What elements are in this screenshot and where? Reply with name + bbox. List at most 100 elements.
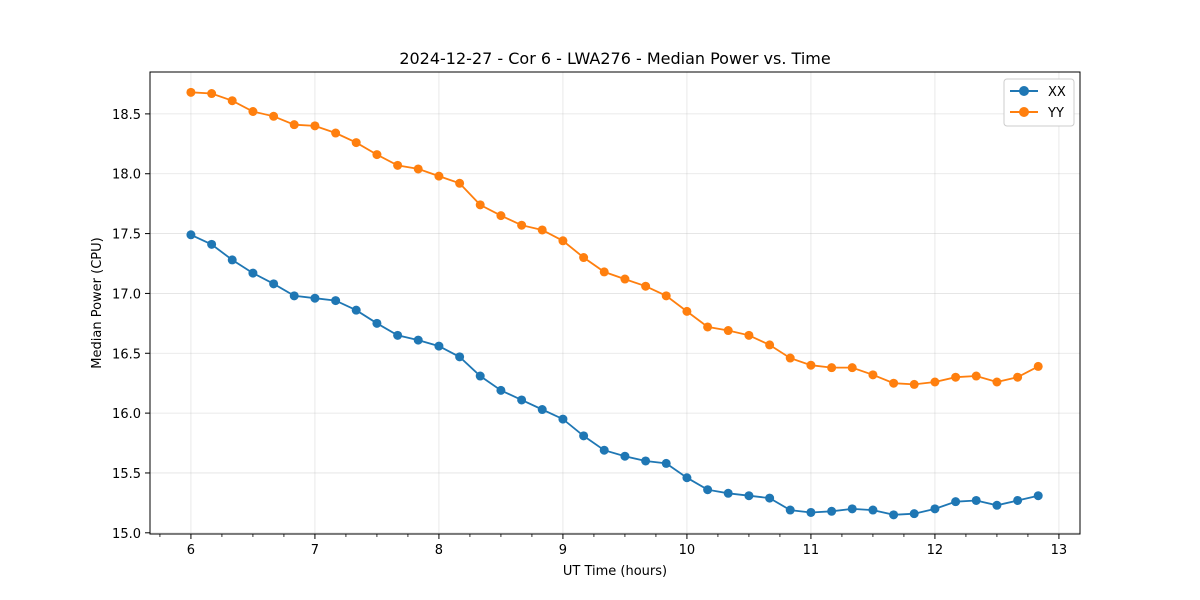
plot-frame: [149, 71, 1081, 535]
data-point-yy: [723, 326, 733, 336]
data-point-yy: [269, 111, 279, 121]
data-point-yy: [579, 253, 589, 263]
chart-title: 2024-12-27 - Cor 6 - LWA276 - Median Pow…: [399, 49, 830, 68]
legend-entry-xx: XX: [1010, 85, 1066, 100]
data-point-xx: [785, 505, 795, 515]
data-point-xx: [682, 473, 692, 483]
data-point-yy: [558, 236, 568, 246]
y-tick-label: 16.0: [112, 407, 141, 422]
y-tick-label: 18.0: [112, 168, 141, 183]
x-tick-label: 12: [927, 543, 944, 558]
data-point-xx: [434, 341, 444, 351]
data-point-yy: [517, 220, 527, 230]
data-point-xx: [310, 293, 320, 303]
data-point-yy: [868, 370, 878, 380]
data-point-yy: [455, 178, 465, 188]
y-tick-label: 17.0: [112, 287, 141, 302]
data-point-xx: [620, 451, 630, 461]
legend-label-yy: YY: [1047, 106, 1064, 121]
data-point-xx: [1013, 495, 1023, 505]
data-point-yy: [992, 377, 1002, 387]
data-point-yy: [289, 120, 299, 130]
data-point-yy: [475, 200, 485, 210]
data-point-yy: [331, 128, 341, 138]
data-point-yy: [227, 96, 237, 106]
data-point-yy: [620, 274, 630, 284]
data-point-yy: [806, 360, 816, 370]
legend: XX YY: [1003, 78, 1075, 127]
data-point-xx: [971, 495, 981, 505]
data-point-yy: [744, 330, 754, 340]
data-point-yy: [393, 160, 403, 170]
data-point-yy: [909, 379, 919, 389]
data-point-yy: [703, 322, 713, 332]
data-point-xx: [248, 268, 258, 278]
data-point-xx: [517, 395, 527, 405]
y-tick-label: 15.0: [112, 527, 141, 542]
x-tick-label: 13: [1051, 543, 1068, 558]
grid-lines: [150, 72, 1080, 534]
data-point-xx: [558, 414, 568, 424]
x-tick-label: 6: [187, 543, 195, 558]
data-point-xx: [331, 296, 341, 306]
data-point-yy: [661, 291, 671, 301]
data-point-xx: [186, 230, 196, 240]
data-point-xx: [475, 371, 485, 381]
y-axis-ticks: 15.0 15.5 16.0 16.5 17.0 17.5 18.0 18.5: [112, 108, 150, 542]
data-point-yy: [951, 372, 961, 382]
data-point-yy: [827, 363, 837, 373]
x-tick-label: 8: [435, 543, 443, 558]
x-tick-label: 9: [559, 543, 567, 558]
data-point-yy: [1013, 372, 1023, 382]
data-point-yy: [641, 281, 651, 291]
y-tick-label: 16.5: [112, 347, 141, 362]
data-point-yy: [496, 211, 506, 221]
y-tick-label: 18.5: [112, 108, 141, 123]
data-point-xx: [413, 335, 423, 345]
data-point-xx: [599, 445, 609, 455]
data-series: [186, 87, 1043, 520]
data-point-yy: [207, 89, 217, 99]
data-point-xx: [951, 497, 961, 507]
data-point-xx: [227, 255, 237, 265]
y-axis-label: Median Power (CPU): [90, 237, 105, 368]
data-point-yy: [1033, 361, 1043, 371]
data-point-xx: [703, 485, 713, 495]
data-point-yy: [434, 171, 444, 181]
x-tick-label: 11: [803, 543, 820, 558]
data-point-yy: [930, 377, 940, 387]
data-point-xx: [289, 291, 299, 301]
data-point-yy: [351, 138, 361, 148]
data-point-yy: [847, 363, 857, 373]
data-point-xx: [537, 405, 547, 415]
data-point-yy: [186, 87, 196, 97]
data-point-xx: [372, 318, 382, 328]
data-point-xx: [207, 239, 217, 249]
data-point-xx: [765, 493, 775, 503]
data-point-xx: [847, 504, 857, 514]
legend-label-xx: XX: [1048, 85, 1066, 100]
data-point-yy: [765, 340, 775, 350]
legend-marker-xx: [1019, 86, 1029, 96]
data-point-yy: [599, 267, 609, 277]
data-point-xx: [641, 456, 651, 466]
x-axis-label: UT Time (hours): [563, 564, 667, 579]
legend-entry-yy: YY: [1010, 106, 1064, 121]
data-point-yy: [248, 106, 258, 116]
data-point-yy: [372, 150, 382, 160]
data-point-yy: [889, 378, 899, 388]
data-point-yy: [785, 353, 795, 363]
legend-marker-yy: [1019, 107, 1029, 117]
data-point-xx: [909, 509, 919, 519]
data-point-xx: [269, 279, 279, 289]
data-point-yy: [537, 225, 547, 235]
data-point-yy: [413, 164, 423, 174]
data-point-xx: [723, 488, 733, 498]
data-point-xx: [1033, 491, 1043, 501]
data-point-yy: [971, 371, 981, 381]
y-tick-label: 17.5: [112, 228, 141, 243]
data-point-xx: [744, 491, 754, 501]
x-axis-ticks: 6 7 8 9 10 11 12 13: [159, 534, 1068, 558]
